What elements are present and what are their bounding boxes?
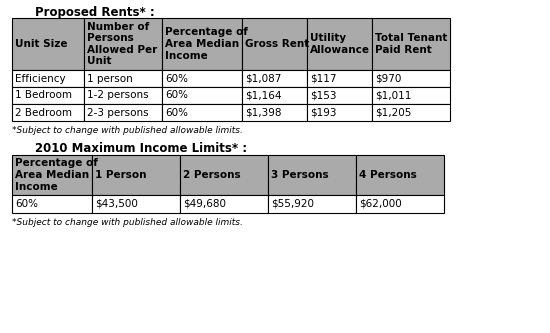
Bar	[162, 87, 242, 104]
Bar	[162, 70, 242, 87]
Text: $1,011: $1,011	[375, 91, 411, 101]
Text: $970: $970	[375, 74, 402, 84]
Bar	[372, 104, 450, 121]
Text: $49,680: $49,680	[183, 199, 226, 209]
Text: 1 Bedroom: 1 Bedroom	[15, 91, 72, 101]
Text: *Subject to change with published allowable limits.: *Subject to change with published allowa…	[12, 218, 243, 227]
Text: $117: $117	[310, 74, 337, 84]
Text: Percentage of
Area Median
Income: Percentage of Area Median Income	[15, 159, 98, 191]
Text: Total Tenant
Paid Rent: Total Tenant Paid Rent	[375, 33, 447, 55]
Text: *Subject to change with published allowable limits.: *Subject to change with published allowa…	[12, 126, 243, 135]
Bar	[372, 18, 450, 70]
Text: $193: $193	[310, 108, 337, 118]
Text: 3 Persons: 3 Persons	[271, 170, 329, 180]
Text: $43,500: $43,500	[95, 199, 138, 209]
Text: Efficiency: Efficiency	[15, 74, 65, 84]
Bar	[356, 155, 444, 195]
Bar	[180, 155, 268, 195]
Text: $1,398: $1,398	[245, 108, 282, 118]
Bar	[92, 195, 180, 213]
Bar	[307, 18, 372, 70]
Bar	[84, 18, 162, 70]
Text: Percentage of
Area Median
Income: Percentage of Area Median Income	[165, 27, 248, 61]
Bar	[372, 87, 450, 104]
Text: 2-3 persons: 2-3 persons	[87, 108, 148, 118]
Bar	[307, 70, 372, 87]
Bar	[12, 18, 84, 70]
Bar	[268, 155, 356, 195]
Bar	[268, 195, 356, 213]
Bar	[242, 104, 307, 121]
Bar	[372, 70, 450, 87]
Bar	[356, 195, 444, 213]
Bar	[242, 18, 307, 70]
Bar	[84, 70, 162, 87]
Text: 1-2 persons: 1-2 persons	[87, 91, 148, 101]
Bar	[12, 155, 92, 195]
Bar	[242, 87, 307, 104]
Text: $153: $153	[310, 91, 337, 101]
Bar	[12, 70, 84, 87]
Text: Unit Size: Unit Size	[15, 39, 68, 49]
Text: Gross Rent: Gross Rent	[245, 39, 309, 49]
Text: $1,205: $1,205	[375, 108, 411, 118]
Bar	[12, 87, 84, 104]
Bar	[180, 195, 268, 213]
Bar	[307, 104, 372, 121]
Text: 60%: 60%	[165, 91, 188, 101]
Text: Proposed Rents* :: Proposed Rents* :	[35, 6, 155, 19]
Text: 2 Persons: 2 Persons	[183, 170, 241, 180]
Text: $62,000: $62,000	[359, 199, 402, 209]
Text: 60%: 60%	[165, 74, 188, 84]
Text: $1,087: $1,087	[245, 74, 282, 84]
Bar	[84, 104, 162, 121]
Text: Number of
Persons
Allowed Per
Unit: Number of Persons Allowed Per Unit	[87, 22, 157, 66]
Bar	[162, 18, 242, 70]
Bar	[12, 195, 92, 213]
Text: 4 Persons: 4 Persons	[359, 170, 417, 180]
Text: $1,164: $1,164	[245, 91, 282, 101]
Bar	[84, 87, 162, 104]
Bar	[307, 87, 372, 104]
Bar	[242, 70, 307, 87]
Text: 60%: 60%	[15, 199, 38, 209]
Text: $55,920: $55,920	[271, 199, 314, 209]
Bar	[92, 155, 180, 195]
Bar	[162, 104, 242, 121]
Text: 2010 Maximum Income Limits* :: 2010 Maximum Income Limits* :	[35, 142, 247, 155]
Text: 1 Person: 1 Person	[95, 170, 146, 180]
Text: 2 Bedroom: 2 Bedroom	[15, 108, 72, 118]
Text: 1 person: 1 person	[87, 74, 133, 84]
Text: Utility
Allowance: Utility Allowance	[310, 33, 370, 55]
Text: 60%: 60%	[165, 108, 188, 118]
Bar	[12, 104, 84, 121]
